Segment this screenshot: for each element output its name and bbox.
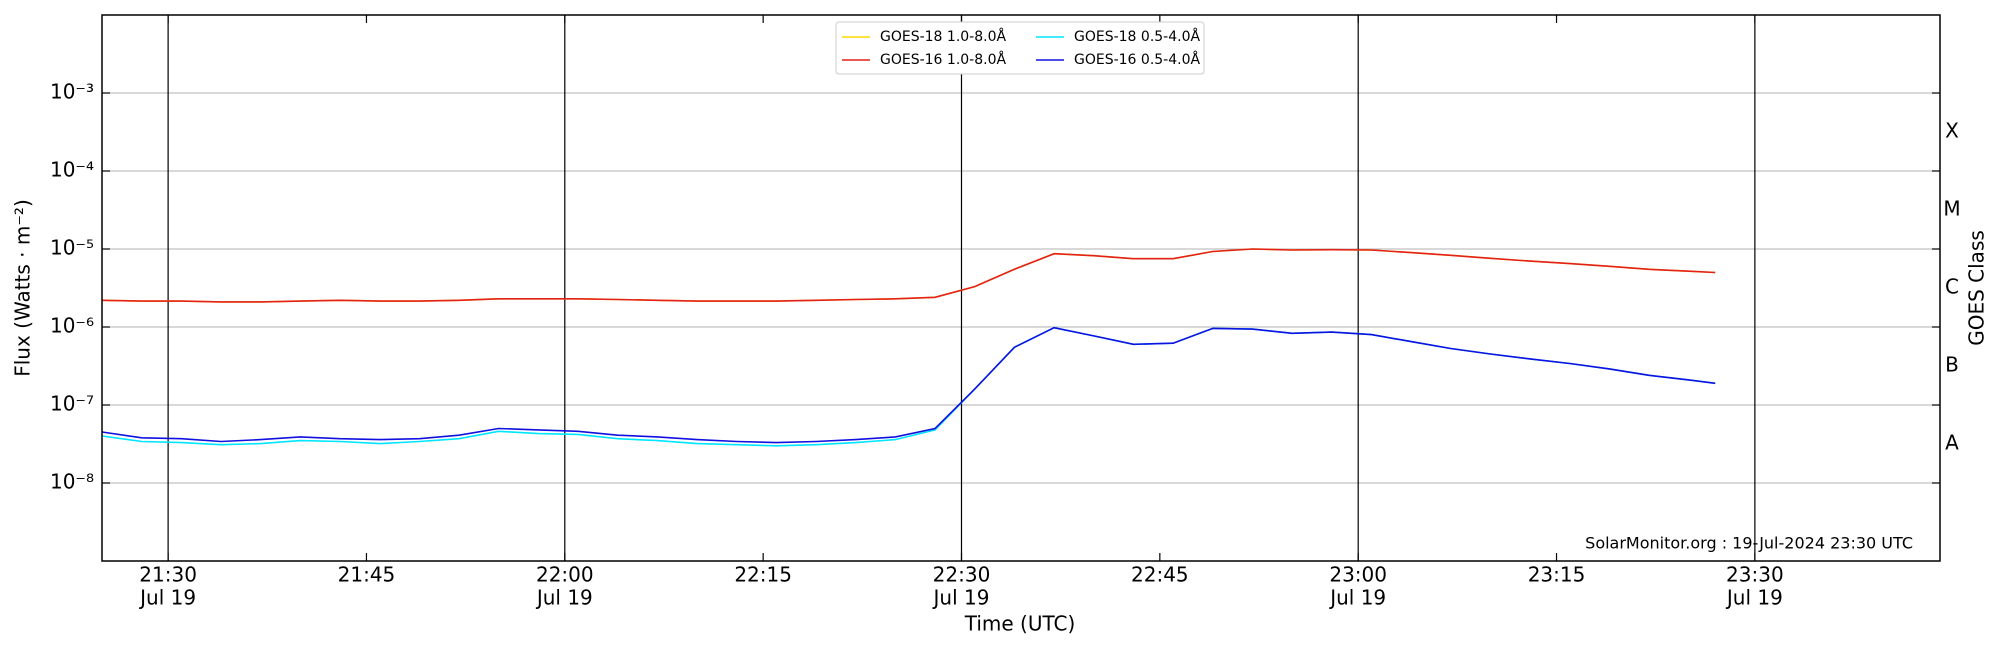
- legend-label: GOES-16 1.0-8.0Å: [880, 51, 1006, 68]
- x-tick-date: Jul 19: [138, 586, 196, 610]
- series-line: [101, 326, 1716, 444]
- y-tick-label: 10⁻⁵: [50, 236, 94, 260]
- x-tick-label: 23:00: [1329, 563, 1387, 587]
- x-tick-date: Jul 19: [535, 586, 593, 610]
- y2-tick-label: X: [1945, 119, 1959, 143]
- x-tick-label: 23:30: [1726, 563, 1784, 587]
- series-line: [101, 248, 1716, 303]
- y2-tick-label: A: [1945, 431, 1959, 455]
- x-tick-date: Jul 19: [1725, 586, 1783, 610]
- plot-frame: [101, 14, 1941, 562]
- legend-label: GOES-18 0.5-4.0Å: [1074, 28, 1200, 45]
- y2-tick-label: M: [1943, 197, 1960, 221]
- legend-label: GOES-16 0.5-4.0Å: [1074, 51, 1200, 68]
- y-tick-label: 10⁻⁷: [50, 392, 94, 416]
- y-axis-label: Flux (Watts · m⁻²): [11, 199, 35, 377]
- y2-axis-label: GOES Class: [1965, 230, 1989, 346]
- x-tick-label: 21:45: [338, 563, 396, 587]
- y-tick-label: 10⁻³: [50, 80, 94, 104]
- y2-tick-label: C: [1945, 275, 1959, 299]
- legend: GOES-18 1.0-8.0Å GOES-16 1.0-8.0Å GOES-18 …: [835, 21, 1205, 75]
- legend-box: [835, 21, 1205, 75]
- x-tick-label: 22:15: [734, 563, 792, 587]
- y-tick-label: 10⁻⁸: [50, 470, 94, 494]
- legend-label: GOES-18 1.0-8.0Å: [880, 28, 1006, 45]
- x-tick-label: 22:00: [536, 563, 594, 587]
- x-tick-date: Jul 19: [932, 586, 990, 610]
- y2-tick-label: B: [1945, 353, 1959, 377]
- y-tick-label: 10⁻⁴: [50, 158, 94, 182]
- x-tick-label: 21:30: [139, 563, 197, 587]
- x-tick-label: 22:30: [933, 563, 991, 587]
- x-tick-date: Jul 19: [1328, 586, 1386, 610]
- x-axis-label: Time (UTC): [964, 612, 1076, 636]
- y-tick-label: 10⁻⁶: [50, 314, 94, 338]
- x-tick-label: 22:45: [1131, 563, 1189, 587]
- annotation: SolarMonitor.org : 19-Jul-2024 23:30 UTC: [1585, 534, 1913, 553]
- x-tick-label: 23:15: [1528, 563, 1586, 587]
